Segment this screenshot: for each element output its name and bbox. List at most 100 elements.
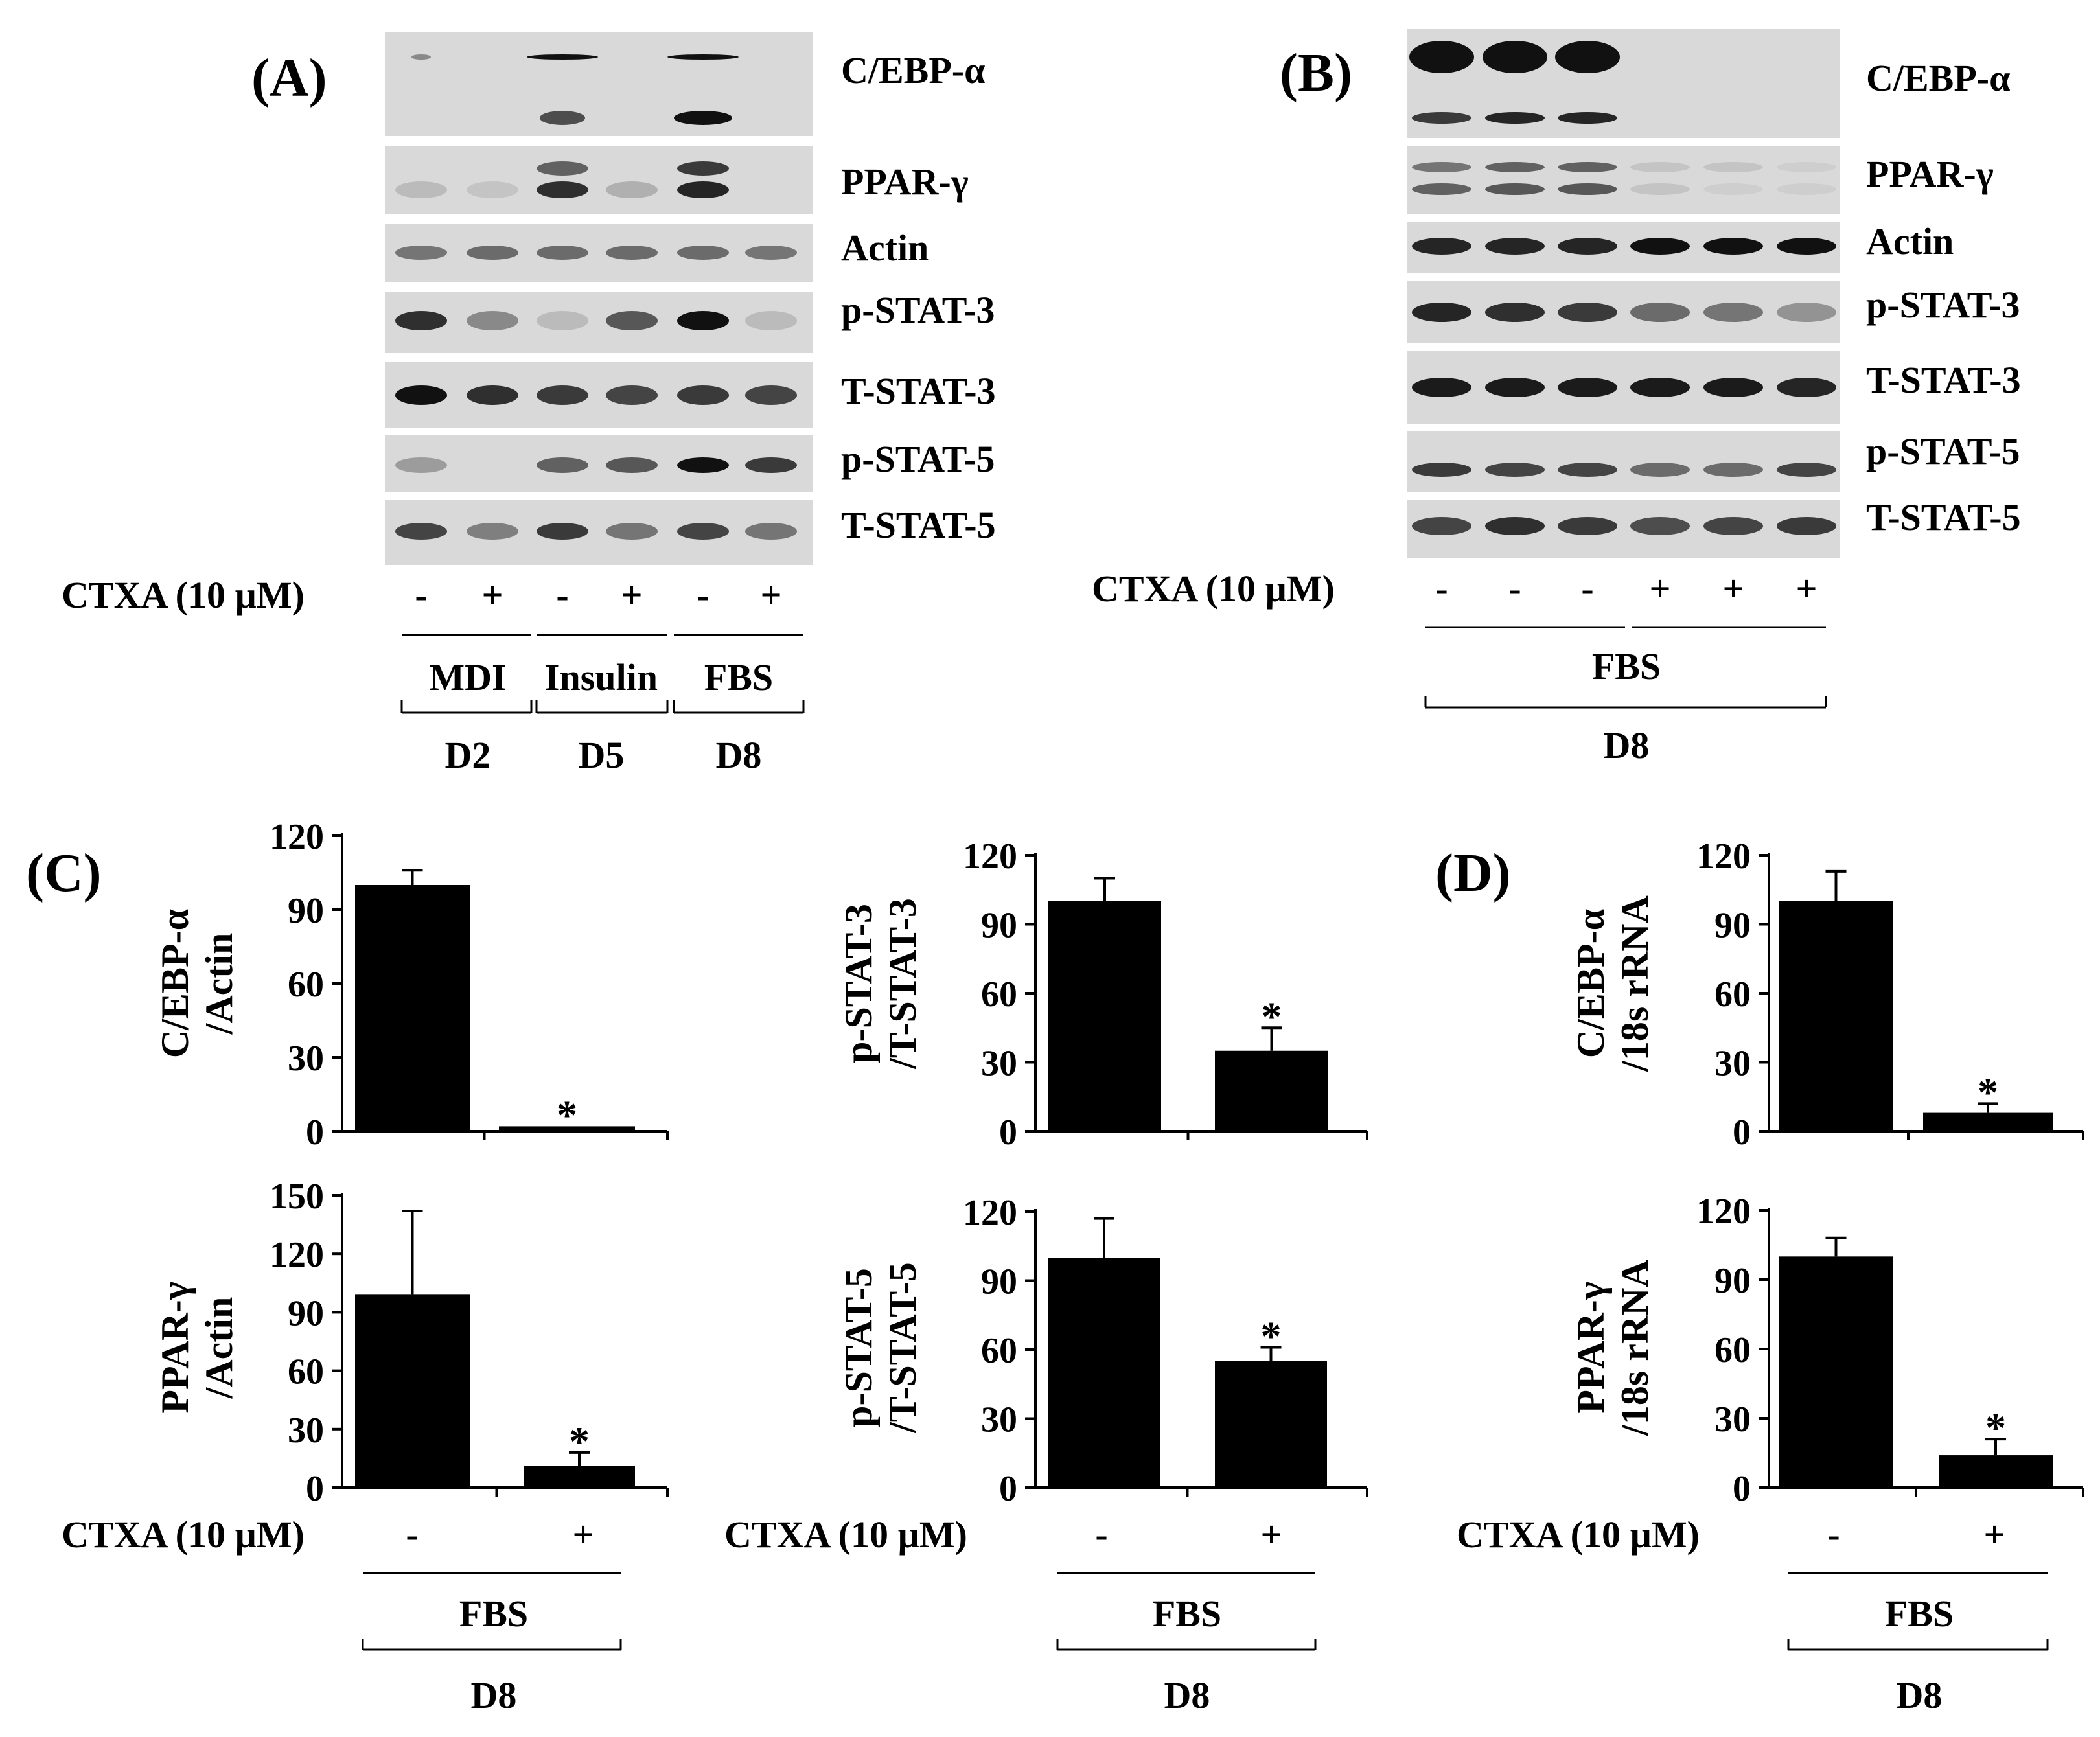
- bar-charts: 0 30 60 90 120 * C/EBP-α/Actin 0 30 60 90 120 150 * PP…: [62, 817, 2084, 1716]
- chart-3-ylabel: p-STAT-3/T-STAT-3: [837, 898, 924, 1069]
- chart-3-bar-2: [1215, 1050, 1328, 1131]
- panel-b-band-r2-l6-b2: [1777, 183, 1836, 195]
- panel-b-band-r4-l1: [1412, 303, 1471, 322]
- chart-6-ylabel: PPAR-γ/18s rRNA: [1569, 1260, 1656, 1436]
- panel-a-blot-strip-1: [385, 32, 813, 136]
- chart-1-bar-1: [355, 885, 470, 1131]
- chart-1-tick-label-90: 90: [288, 891, 324, 931]
- chart-6-sig-star-2: *: [1985, 1405, 2006, 1451]
- panel-b-band-r2-l2-b2: [1485, 183, 1545, 195]
- panel-b-group: FBS: [1592, 645, 1661, 687]
- chart-5-ylabel-line-1: C/EBP-α: [1569, 909, 1612, 1058]
- panel-a-blot-strip-7: [385, 500, 813, 565]
- chart-3-tick-label-0: 0: [999, 1112, 1017, 1153]
- chart-4-tick-label-120: 120: [963, 1193, 1017, 1233]
- chart-6-tick-label-90: 90: [1714, 1261, 1751, 1301]
- panel-a-protein-label-1: C/EBP-α: [841, 49, 985, 91]
- chart-6: 0 30 60 90 120 * PPAR-γ/18s rRNA CTXA (10 µM) - +…: [1457, 1191, 2084, 1716]
- panel-a-protein-label-7: T-STAT-5: [841, 504, 996, 546]
- chart-4-ylabel-line-2: /T-STAT-5: [881, 1262, 924, 1433]
- panel-a-blot-strip-5: [385, 362, 813, 428]
- chart-1-ylabel: C/EBP-α/Actin: [154, 909, 240, 1058]
- panel-b-band-r3-l4: [1630, 238, 1690, 255]
- panel-a-sign-4: +: [621, 574, 642, 616]
- panel-b-band-r1-l3-b2: [1558, 112, 1617, 124]
- chart-5-bar-2: [1923, 1112, 2053, 1131]
- panel-b-sign-6: +: [1795, 568, 1817, 610]
- chart-3-tick-label-120: 120: [963, 836, 1017, 877]
- panel-a-band-r3-l4: [606, 246, 658, 260]
- chart-1-tick-label-120: 120: [270, 817, 324, 857]
- chart-2-category-2: +: [572, 1513, 594, 1556]
- chart-2-bar-1: [355, 1294, 470, 1488]
- panel-a-band-r5-l2: [467, 385, 518, 405]
- panel-b-band-r5-l3: [1558, 378, 1617, 397]
- chart-1-tick-label-30: 30: [288, 1039, 324, 1079]
- panel-b-band-r4-l4: [1630, 303, 1690, 322]
- chart-3-ylabel-line-1: p-STAT-3: [837, 904, 880, 1063]
- panel-a-band-r4-l6: [745, 311, 797, 330]
- panel-b-band-r7-l6: [1777, 517, 1836, 535]
- panel-a-protein-label-6: p-STAT-5: [841, 438, 995, 480]
- panel-b-band-r5-l6: [1777, 378, 1836, 397]
- chart-3-tick-label-30: 30: [981, 1044, 1017, 1084]
- chart-2-xlabel: CTXA (10 µM): [62, 1513, 305, 1556]
- chart-4-category-1: -: [1095, 1513, 1107, 1556]
- chart-5-tick-label-90: 90: [1714, 906, 1751, 946]
- panel-a-band-r5-l1: [395, 385, 447, 405]
- chart-6-category-1: -: [1827, 1513, 1840, 1556]
- chart-2: 0 30 60 90 120 150 * PPAR-γ/Actin CTXA (10 µM) - +…: [62, 1177, 669, 1716]
- panel-b-blot-strip-4: [1407, 281, 1840, 343]
- panel-b-band-r2-l1: [1412, 162, 1471, 172]
- chart-6-tick-label-0: 0: [1733, 1469, 1751, 1509]
- panel-a-band-r7-l2: [467, 523, 518, 540]
- chart-2-tick-label-0: 0: [306, 1469, 324, 1509]
- chart-1-sig-star-2: *: [557, 1092, 577, 1138]
- panel-d-label: (D): [1435, 843, 1511, 903]
- panel-a-band-r2-l1-b2: [395, 181, 447, 198]
- panel-a-label: (A): [251, 48, 327, 108]
- panel-a-band-r7-l6: [745, 523, 797, 540]
- panel-a-band-r6-l6: [745, 457, 797, 473]
- panel-a-group-3: FBS: [704, 656, 773, 698]
- panel-a-blot-strip-3: [385, 224, 813, 282]
- chart-5-tick-label-0: 0: [1733, 1112, 1751, 1153]
- chart-3-bar-1: [1048, 901, 1161, 1131]
- chart-1: 0 30 60 90 120 * C/EBP-α/Actin: [154, 817, 669, 1153]
- panel-b-blot-strip-7: [1407, 500, 1840, 558]
- panel-a-group-2: Insulin: [545, 656, 658, 698]
- panel-b-band-r1-l2: [1483, 41, 1547, 73]
- chart-1-ylabel-line-1: C/EBP-α: [154, 909, 196, 1058]
- panel-b-band-r3-l1: [1412, 238, 1471, 255]
- panel-a-band-r4-l5: [677, 311, 729, 330]
- panel-b-band-r1-l2-b2: [1485, 112, 1545, 124]
- panel-a-protein-label-3: Actin: [841, 227, 929, 269]
- chart-4-sig-star-2: *: [1261, 1313, 1282, 1359]
- panel-a-band-r3-l1: [395, 246, 447, 260]
- chart-5-bar-1: [1779, 901, 1893, 1131]
- panel-b-band-r6-l2: [1485, 463, 1545, 477]
- panel-a-band-r4-l4: [606, 311, 658, 330]
- panel-a-sign-3: -: [556, 574, 568, 616]
- panel-a-band-r1-l3: [527, 54, 598, 60]
- panel-b-band-r3-l6: [1777, 238, 1836, 255]
- chart-2-bar-2: [524, 1466, 635, 1488]
- panel-a-treatment-label: CTXA (10 µM): [62, 574, 305, 616]
- panel-a-band-r2-l3: [537, 161, 588, 176]
- panel-a-sign-5: -: [697, 574, 709, 616]
- chart-6-bar-2: [1939, 1455, 2053, 1488]
- panel-b-sign-2: -: [1508, 568, 1521, 610]
- chart-4-bar-1: [1048, 1258, 1160, 1488]
- panel-b-band-r5-l5: [1703, 378, 1763, 397]
- panel-b-band-r6-l3: [1558, 463, 1617, 477]
- panel-b-band-r6-l6: [1777, 463, 1836, 477]
- chart-2-ylabel-line-2: /Actin: [198, 1297, 240, 1399]
- panel-a-band-r1-l3-b2: [540, 111, 585, 125]
- panel-a-band-r3-l2: [467, 246, 518, 260]
- panel-a-day-3: D8: [716, 734, 762, 776]
- panel-b-sign-5: +: [1722, 568, 1744, 610]
- chart-2-tick-label-120: 120: [270, 1235, 324, 1275]
- panel-b-band-r2-l6: [1777, 162, 1836, 172]
- panel-a-protein-label-5: T-STAT-3: [841, 370, 996, 412]
